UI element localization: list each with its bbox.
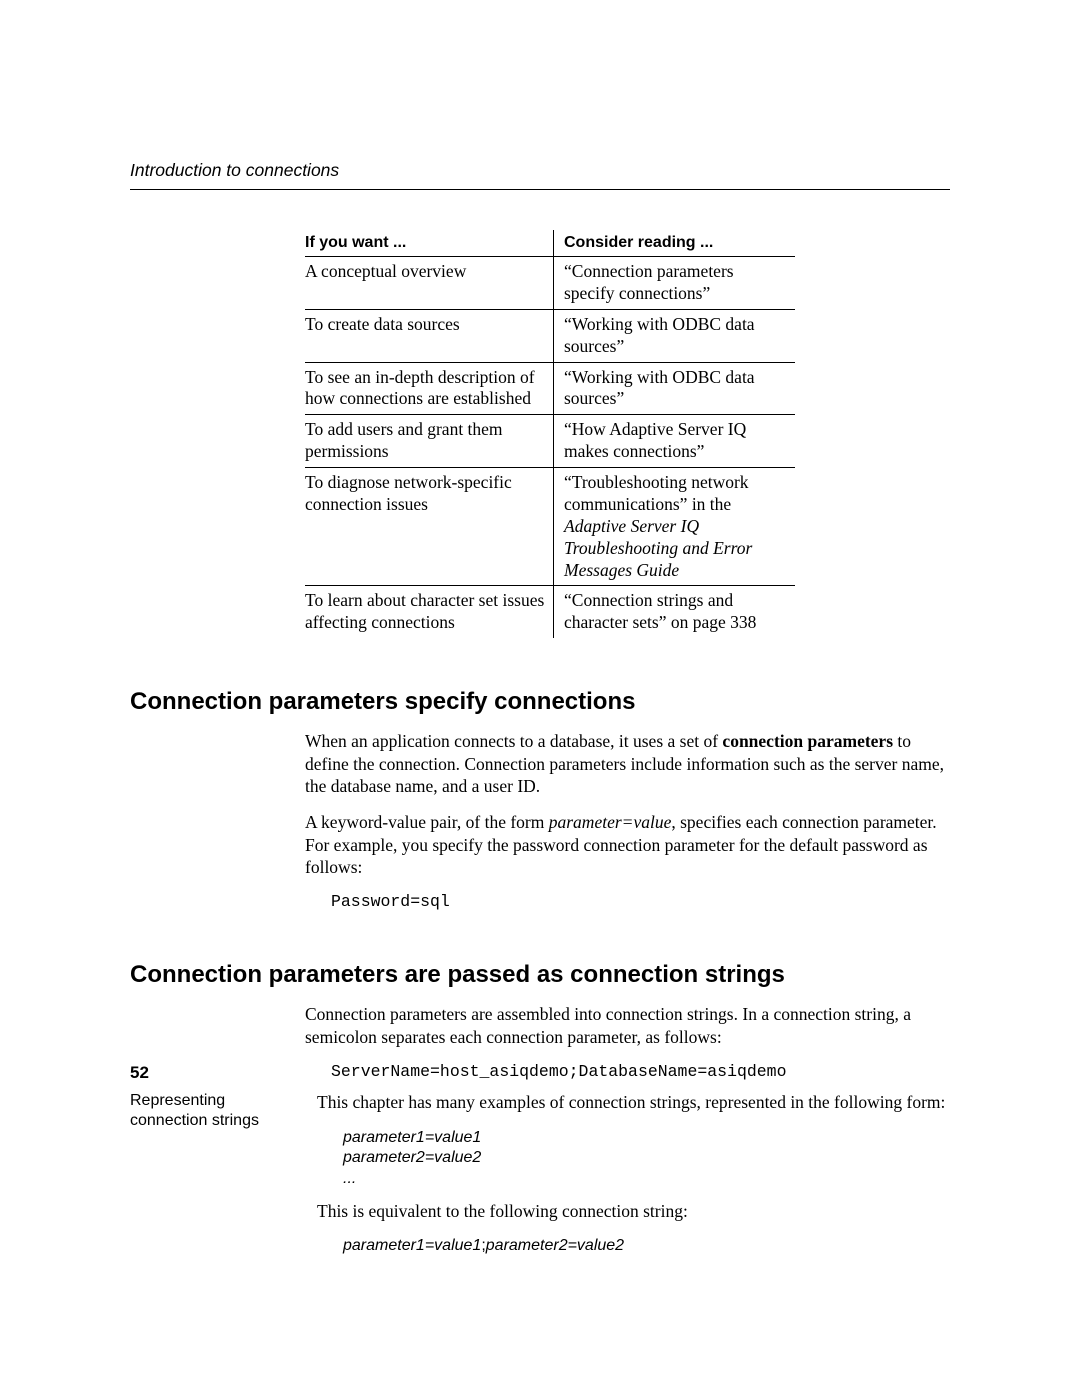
table-col1-head: If you want ... bbox=[305, 230, 554, 257]
section2-code3: parameter1=value1;parameter2=value2 bbox=[343, 1236, 950, 1257]
table-cell: To diagnose network-specific connection … bbox=[305, 468, 554, 586]
table-row: To add users and grant them permissions … bbox=[305, 415, 795, 468]
section2-p2: This chapter has many examples of connec… bbox=[317, 1091, 950, 1113]
section1-p1: When an application connects to a databa… bbox=[305, 730, 950, 797]
page-number: 52 bbox=[130, 1063, 149, 1083]
section2-code2: parameter1=value1 parameter2=value2 ... bbox=[343, 1128, 950, 1190]
table-cell-italic: Adaptive Server IQ Troubleshooting and E… bbox=[564, 516, 752, 580]
reading-guide-table: If you want ... Consider reading ... A c… bbox=[305, 230, 795, 638]
table-col2-head: Consider reading ... bbox=[554, 230, 796, 257]
table-cell: “Connection parameters specify connectio… bbox=[554, 257, 796, 310]
section2-p1: Connection parameters are assembled into… bbox=[305, 1003, 950, 1048]
table-row: To create data sources “Working with ODB… bbox=[305, 309, 795, 362]
table-cell: “Working with ODBC data sources” bbox=[554, 362, 796, 415]
text-italic: parameter=value bbox=[549, 812, 672, 832]
text-run: A keyword-value pair, of the form bbox=[305, 812, 549, 832]
text-run: When an application connects to a databa… bbox=[305, 731, 722, 751]
section2-title: Connection parameters are passed as conn… bbox=[130, 961, 950, 989]
table-cell: “Connection strings and character sets” … bbox=[554, 586, 796, 638]
header-rule bbox=[130, 189, 950, 190]
table-row: To see an in-depth description of how co… bbox=[305, 362, 795, 415]
table-cell: To learn about character set issues affe… bbox=[305, 586, 554, 638]
section2-p3: This is equivalent to the following conn… bbox=[317, 1200, 950, 1222]
table-row: To learn about character set issues affe… bbox=[305, 586, 795, 638]
table-cell: To add users and grant them permissions bbox=[305, 415, 554, 468]
section2-code1: ServerName=host_asiqdemo;DatabaseName=as… bbox=[331, 1062, 950, 1081]
code-run: parameter1=value1 bbox=[343, 1237, 481, 1254]
table-cell: “Troubleshooting network communications”… bbox=[554, 468, 796, 586]
table-header-row: If you want ... Consider reading ... bbox=[305, 230, 795, 257]
table-cell: To create data sources bbox=[305, 309, 554, 362]
table-cell: “How Adaptive Server IQ makes connection… bbox=[554, 415, 796, 468]
code-run: parameter2=value2 bbox=[486, 1237, 624, 1254]
section1-title: Connection parameters specify connection… bbox=[130, 688, 950, 716]
margin-label: Representing connection strings bbox=[130, 1091, 317, 1131]
table-cell: “Working with ODBC data sources” bbox=[554, 309, 796, 362]
section1-p2: A keyword-value pair, of the form parame… bbox=[305, 811, 950, 878]
table-cell-text: “Troubleshooting network communications”… bbox=[564, 472, 749, 514]
running-head: Introduction to connections bbox=[130, 160, 950, 181]
text-bold: connection parameters bbox=[722, 731, 893, 751]
table-row: To diagnose network-specific connection … bbox=[305, 468, 795, 586]
table-cell: To see an in-depth description of how co… bbox=[305, 362, 554, 415]
section1-code1: Password=sql bbox=[331, 892, 950, 911]
table-cell: A conceptual overview bbox=[305, 257, 554, 310]
table-row: A conceptual overview “Connection parame… bbox=[305, 257, 795, 310]
